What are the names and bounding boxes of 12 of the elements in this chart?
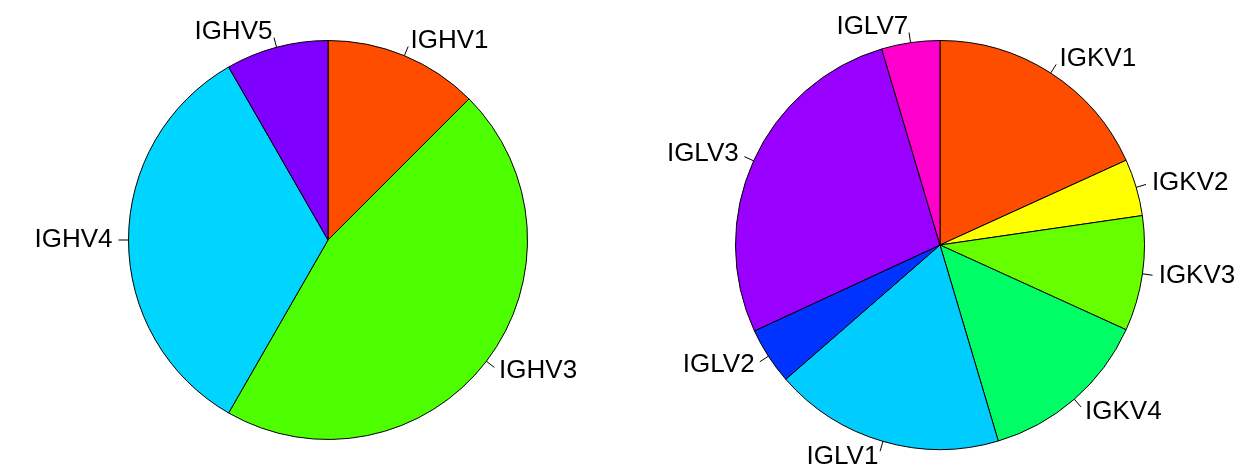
slice-label: IGLV3	[666, 137, 739, 168]
slice-label: IGKV2	[1151, 165, 1229, 196]
slice-label: IGLV2	[682, 348, 755, 379]
slice-label: IGLV1	[806, 440, 879, 465]
slice-label: IGHV5	[194, 15, 273, 45]
slice-label: IGHV1	[410, 24, 489, 55]
slice-label: IGHV4	[34, 223, 113, 254]
slice-label: IGKV3	[1158, 259, 1236, 290]
slice-label: IGHV3	[499, 354, 578, 385]
slice-label: IGKV1	[1059, 42, 1137, 73]
slice-label: IGKV4	[1085, 394, 1162, 425]
slice-label: IGLV7	[836, 9, 909, 40]
